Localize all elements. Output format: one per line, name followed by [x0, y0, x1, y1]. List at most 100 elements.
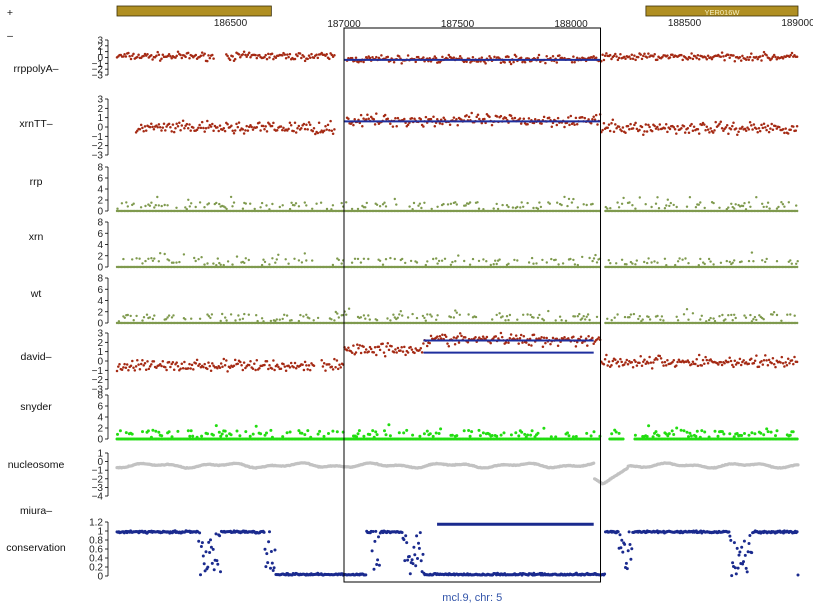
data-point — [364, 317, 367, 320]
data-point — [679, 428, 683, 432]
x-tick-label: 186500 — [214, 18, 248, 29]
data-point — [392, 351, 396, 354]
data-point — [447, 53, 451, 57]
data-point — [706, 362, 710, 365]
data-point — [359, 261, 363, 264]
data-point — [765, 359, 768, 362]
data-point — [766, 364, 770, 367]
data-point — [611, 359, 615, 363]
data-point — [685, 308, 689, 311]
data-point — [656, 358, 659, 361]
data-point — [353, 117, 356, 121]
data-point — [583, 116, 587, 120]
data-point — [761, 363, 765, 366]
y-tick-label: 2 — [97, 307, 103, 318]
data-point — [615, 127, 618, 130]
data-point — [184, 124, 187, 128]
data-point — [612, 54, 616, 58]
data-point — [563, 195, 566, 199]
data-point — [202, 126, 205, 130]
track-label: nucleosome — [8, 459, 65, 471]
data-point — [675, 426, 679, 430]
data-point — [244, 257, 247, 260]
data-point — [749, 313, 752, 317]
data-point — [495, 434, 499, 438]
data-point — [203, 362, 206, 366]
data-point — [337, 316, 340, 319]
data-point — [752, 361, 756, 365]
data-point — [208, 56, 212, 60]
data-point — [138, 368, 142, 371]
data-point — [591, 118, 594, 121]
data-point — [728, 432, 732, 436]
data-point — [383, 429, 386, 433]
data-point — [254, 368, 257, 372]
data-point — [275, 318, 278, 321]
data-point — [151, 125, 154, 129]
data-point — [303, 252, 306, 255]
data-point — [216, 367, 219, 370]
data-point — [644, 203, 647, 206]
y-tick-label: 6 — [97, 229, 103, 240]
data-point — [622, 363, 626, 366]
data-point — [720, 51, 724, 54]
data-point — [148, 125, 152, 129]
data-point — [327, 432, 330, 435]
data-point — [508, 313, 512, 317]
data-point — [402, 431, 406, 435]
track-label: xrnTT– — [19, 118, 52, 130]
data-point — [226, 260, 230, 263]
data-point — [656, 196, 659, 199]
data-point — [436, 314, 439, 317]
data-point — [311, 207, 314, 210]
data-point — [725, 208, 728, 211]
data-point — [701, 358, 705, 362]
data-point — [438, 122, 442, 125]
data-point — [744, 58, 748, 62]
data-point — [561, 262, 565, 265]
data-point — [481, 431, 485, 435]
data-point — [731, 124, 734, 128]
data-point — [432, 115, 435, 118]
data-point — [647, 257, 650, 260]
data-point — [172, 130, 176, 134]
data-point — [499, 433, 503, 437]
data-point — [617, 206, 621, 209]
data-point — [350, 351, 354, 355]
data-point — [675, 132, 678, 135]
y-tick-label: 2 — [97, 104, 103, 115]
data-point — [626, 124, 630, 128]
data-point — [175, 54, 178, 58]
data-point — [727, 360, 730, 364]
data-point — [611, 118, 615, 122]
data-point — [505, 204, 509, 207]
data-point — [530, 344, 533, 347]
data-point — [758, 129, 762, 133]
data-point — [775, 207, 779, 210]
data-point — [700, 123, 704, 127]
data-point — [795, 262, 798, 265]
data-point — [249, 202, 252, 205]
data-point — [198, 362, 201, 366]
data-point — [418, 349, 421, 352]
data-point — [282, 362, 285, 366]
data-point — [239, 128, 242, 132]
data-point — [193, 256, 196, 260]
data-point — [139, 206, 143, 209]
data-point — [762, 433, 766, 437]
data-point — [181, 366, 185, 370]
data-point — [418, 202, 422, 205]
data-point — [509, 433, 513, 437]
data-point — [306, 429, 310, 433]
data-point — [760, 123, 763, 127]
data-point — [585, 315, 588, 318]
data-point — [772, 53, 776, 57]
data-point — [628, 55, 631, 58]
data-point — [483, 117, 486, 121]
data-point — [426, 313, 429, 316]
data-point — [781, 127, 785, 131]
data-point — [191, 434, 195, 438]
data-point — [573, 61, 576, 64]
